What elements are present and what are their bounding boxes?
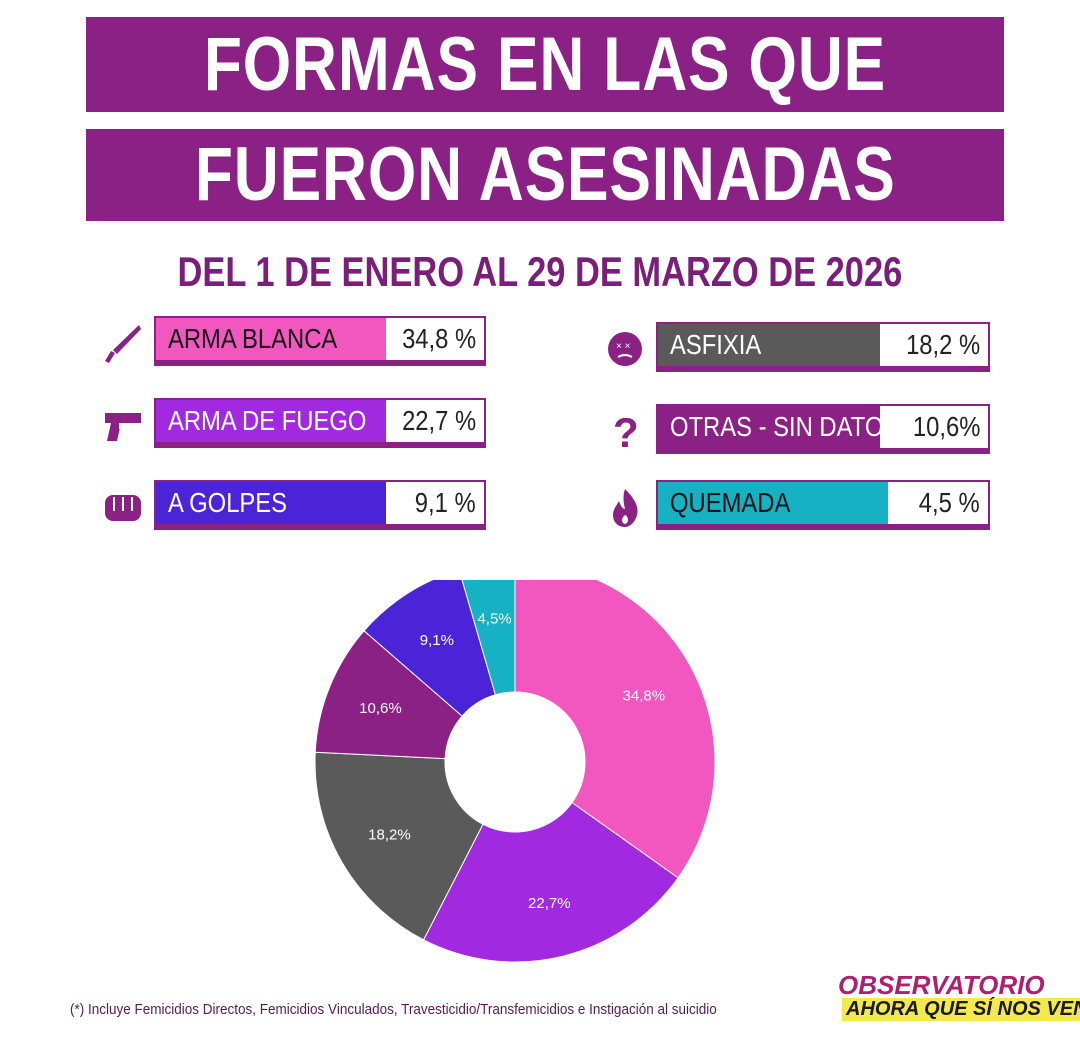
legend-value: 9,1 % bbox=[415, 487, 476, 518]
legend-box: ARMA DE FUEGO 22,7 % bbox=[154, 398, 486, 448]
legend-value: 10,6% bbox=[912, 411, 980, 442]
slice-label: 18,2% bbox=[368, 827, 411, 844]
slice-asfixia bbox=[314, 751, 484, 941]
legend-value: 22,7 % bbox=[401, 405, 476, 436]
slice-label: 34,8% bbox=[623, 688, 666, 705]
slice-label: 22,7% bbox=[528, 895, 571, 912]
slice-quemada bbox=[461, 580, 516, 696]
legend-box: OTRAS - SIN DATOS 10,6% bbox=[656, 404, 990, 454]
donut-chart: 34,8% 22,7% 18,2% 10,6% 9,1% 4,5% bbox=[314, 580, 716, 963]
legend-swatch: OTRAS - SIN DATOS bbox=[658, 406, 899, 448]
slice-arma-de-fuego bbox=[422, 801, 679, 963]
slice-label: 10,6% bbox=[359, 700, 402, 717]
legend-item-quemada: QUEMADA 4,5 % bbox=[602, 480, 990, 536]
gun-icon bbox=[100, 402, 146, 448]
legend-box: A GOLPES 9,1 % bbox=[154, 480, 486, 530]
legend-swatch: ARMA DE FUEGO bbox=[156, 400, 386, 442]
legend-swatch: A GOLPES bbox=[156, 482, 386, 524]
legend-item-otras-sin-datos: ? OTRAS - SIN DATOS 10,6% bbox=[602, 404, 990, 460]
slice-label: 9,1% bbox=[420, 632, 454, 649]
legend-item-arma-blanca: ARMA BLANCA 34,8 % bbox=[100, 316, 486, 372]
slice-a-golpes bbox=[363, 580, 497, 717]
footnote: (*) Incluye Femicidios Directos, Femicid… bbox=[70, 1001, 717, 1018]
legend-box: QUEMADA 4,5 % bbox=[656, 480, 990, 530]
dizzy-face-icon: × × bbox=[602, 326, 648, 372]
legend-swatch: ARMA BLANCA bbox=[156, 318, 386, 360]
fist-icon bbox=[100, 484, 146, 530]
flame-icon bbox=[602, 484, 648, 530]
legend-value: 4,5 % bbox=[919, 487, 980, 518]
slice-otras-sin-datos bbox=[314, 630, 463, 760]
legend-swatch: QUEMADA bbox=[658, 482, 888, 524]
date-range-subtitle: DEL 1 DE ENERO AL 29 DE MARZO DE 2026 bbox=[177, 248, 903, 295]
question-icon: ? bbox=[602, 408, 648, 454]
title-line-2: FUERON ASESINADAS bbox=[86, 129, 1004, 221]
svg-text:?: ? bbox=[613, 409, 639, 453]
knife-icon bbox=[100, 320, 146, 366]
title-line-1: FORMAS EN LAS QUE bbox=[86, 17, 1004, 112]
slice-label: 4,5% bbox=[477, 610, 511, 627]
legend-value: 34,8 % bbox=[401, 323, 476, 354]
legend-swatch: ASFIXIA bbox=[658, 324, 880, 366]
legend-box: ARMA BLANCA 34,8 % bbox=[154, 316, 486, 366]
slice-arma-blanca bbox=[514, 580, 716, 879]
legend-item-a-golpes: A GOLPES 9,1 % bbox=[100, 480, 486, 536]
legend-box: ASFIXIA 18,2 % bbox=[656, 322, 990, 372]
legend-value: 18,2 % bbox=[905, 329, 980, 360]
legend-item-asfixia: × × ASFIXIA 18,2 % bbox=[602, 322, 990, 378]
legend-item-arma-de-fuego: ARMA DE FUEGO 22,7 % bbox=[100, 398, 486, 454]
svg-text:× ×: × × bbox=[616, 341, 631, 352]
observatorio-logo: OBSERVATORIO AHORA QUE SÍ NOS VEN bbox=[838, 970, 1080, 1030]
